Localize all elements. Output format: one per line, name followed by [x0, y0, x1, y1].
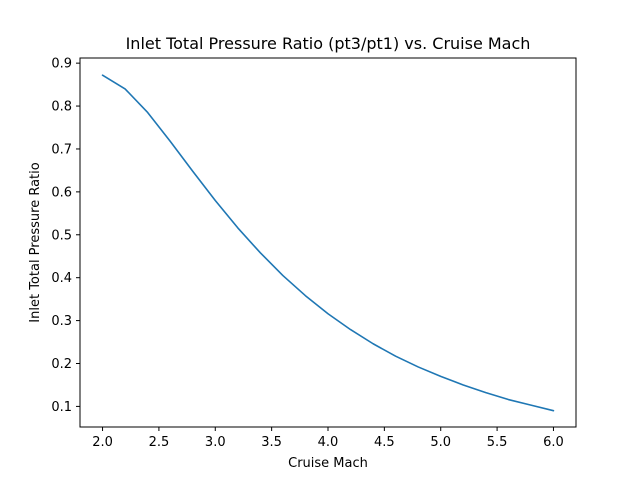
- y-tick-label: 0.6: [51, 185, 72, 200]
- y-tick-label: 0.1: [51, 400, 72, 415]
- x-axis-label: Cruise Mach: [288, 456, 368, 471]
- x-axis: 2.0 2.5 3.0 3.5 4.0 4.5 5.0 5.5 6.0: [92, 427, 564, 450]
- series-line: [101, 74, 555, 412]
- y-tick-label: 0.4: [51, 271, 72, 286]
- x-tick-label: 2.5: [149, 435, 170, 450]
- x-tick-label: 5.5: [487, 435, 508, 450]
- y-tick-label: 0.9: [51, 57, 72, 72]
- x-tick-label: 2.0: [92, 435, 113, 450]
- x-tick-label: 6.0: [543, 435, 564, 450]
- x-tick-label: 4.0: [318, 435, 339, 450]
- series-group: [101, 74, 555, 412]
- y-tick-label: 0.2: [51, 357, 72, 372]
- plot-area: [79, 57, 577, 428]
- y-axis: 0.1 0.2 0.3 0.4 0.5 0.6 0.7 0.8 0.9: [51, 57, 80, 415]
- y-tick-label: 0.8: [51, 100, 72, 115]
- x-tick-label: 4.5: [374, 435, 395, 450]
- x-tick-label: 5.0: [430, 435, 451, 450]
- y-tick-label: 0.3: [51, 314, 72, 329]
- y-tick-label: 0.7: [51, 142, 72, 157]
- x-tick-label: 3.5: [261, 435, 282, 450]
- y-tick-label: 0.5: [51, 228, 72, 243]
- y-axis-label: Inlet Total Pressure Ratio: [28, 162, 43, 322]
- chart-title: Inlet Total Pressure Ratio (pt3/pt1) vs.…: [126, 34, 531, 53]
- x-tick-label: 3.0: [205, 435, 226, 450]
